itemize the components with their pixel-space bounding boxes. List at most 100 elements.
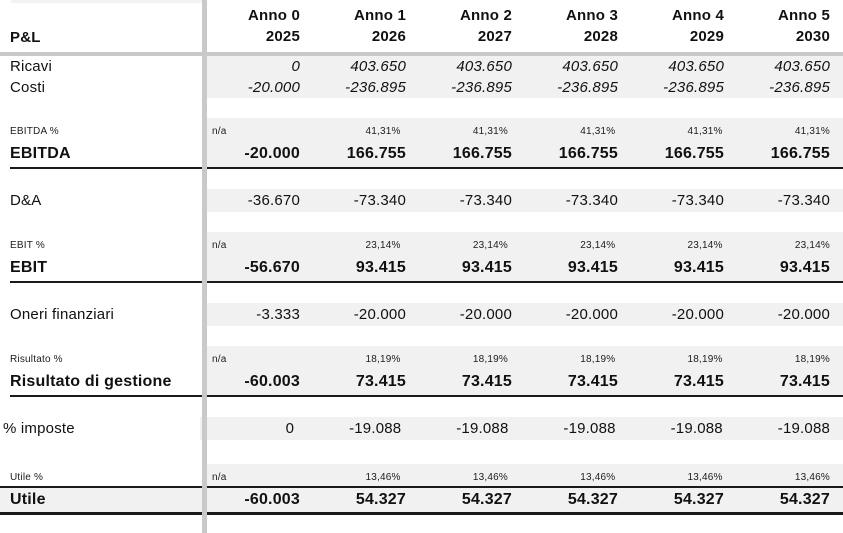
- row-label[interactable]: EBITDA: [10, 144, 71, 162]
- value-cell[interactable]: n/a: [212, 240, 227, 251]
- value-cell[interactable]: 73.415: [461, 372, 512, 390]
- value-cell[interactable]: 73.415: [673, 372, 724, 390]
- value-cell[interactable]: -236.895: [663, 79, 724, 96]
- value-cell[interactable]: 0: [291, 58, 300, 75]
- value-cell[interactable]: -19.088: [670, 420, 723, 437]
- value-cell[interactable]: 41,31%: [794, 126, 830, 137]
- row-label[interactable]: EBIT %: [10, 240, 45, 251]
- column-header-anno: Anno 4: [671, 7, 724, 24]
- row-label[interactable]: Oneri finanziari: [10, 306, 115, 323]
- value-cell[interactable]: 41,31%: [687, 126, 723, 137]
- value-cell[interactable]: -3.333: [256, 306, 300, 323]
- value-cell[interactable]: 93.415: [779, 258, 830, 276]
- value-cell[interactable]: -19.088: [456, 420, 509, 437]
- value-cell[interactable]: 13,46%: [687, 472, 723, 483]
- value-cell[interactable]: 23,14%: [580, 240, 616, 251]
- value-cell[interactable]: -73.340: [565, 192, 618, 209]
- table-row: EBIT % n/a 23,14% 23,14% 23,14% 23,14% 23,14%: [0, 232, 843, 254]
- value-cell[interactable]: 166.755: [770, 144, 830, 162]
- value-cell[interactable]: -20.000: [459, 306, 512, 323]
- value-cell[interactable]: -20.000: [247, 79, 300, 96]
- value-cell[interactable]: -73.340: [777, 192, 830, 209]
- value-cell[interactable]: 73.415: [355, 372, 406, 390]
- value-cell[interactable]: 18,19%: [472, 354, 508, 365]
- row-label[interactable]: EBIT: [10, 258, 48, 276]
- row-label[interactable]: Risultato di gestione: [10, 372, 172, 390]
- value-cell[interactable]: 166.755: [346, 144, 406, 162]
- corner-label[interactable]: P&L: [10, 29, 41, 46]
- row-label[interactable]: Ricavi: [10, 58, 53, 75]
- value-cell[interactable]: -73.340: [353, 192, 406, 209]
- value-cell[interactable]: 54.327: [567, 491, 618, 508]
- value-cell[interactable]: 93.415: [355, 258, 406, 276]
- value-cell[interactable]: 93.415: [461, 258, 512, 276]
- value-cell[interactable]: 13,46%: [365, 472, 401, 483]
- value-cell[interactable]: 73.415: [779, 372, 830, 390]
- value-cell[interactable]: 54.327: [673, 491, 724, 508]
- row-label[interactable]: Utile: [10, 491, 46, 508]
- value-cell[interactable]: -236.895: [345, 79, 406, 96]
- column-header[interactable]: Anno 3 2028: [525, 0, 631, 52]
- value-cell[interactable]: 23,14%: [365, 240, 401, 251]
- column-header[interactable]: Anno 0 2025: [207, 0, 313, 52]
- value-cell[interactable]: 403.650: [456, 58, 512, 75]
- value-cell[interactable]: 13,46%: [580, 472, 616, 483]
- value-cell[interactable]: -19.088: [349, 420, 402, 437]
- value-cell[interactable]: 166.755: [452, 144, 512, 162]
- value-cell[interactable]: 18,19%: [365, 354, 401, 365]
- column-header[interactable]: Anno 1 2026: [313, 0, 419, 52]
- row-label[interactable]: EBITDA %: [10, 126, 59, 137]
- value-cell[interactable]: 18,19%: [794, 354, 830, 365]
- value-cell[interactable]: -236.895: [557, 79, 618, 96]
- value-cell[interactable]: -20.000: [244, 144, 300, 162]
- value-cell[interactable]: n/a: [212, 354, 227, 365]
- value-cell[interactable]: 23,14%: [687, 240, 723, 251]
- row-label[interactable]: % imposte: [3, 420, 75, 437]
- value-cell[interactable]: -236.895: [451, 79, 512, 96]
- value-cell[interactable]: -36.670: [247, 192, 300, 209]
- value-cell[interactable]: 403.650: [668, 58, 724, 75]
- row-label[interactable]: Costi: [10, 79, 46, 96]
- value-cell[interactable]: -73.340: [671, 192, 724, 209]
- value-cell[interactable]: 54.327: [461, 491, 512, 508]
- value-cell[interactable]: -73.340: [459, 192, 512, 209]
- value-cell[interactable]: 13,46%: [472, 472, 508, 483]
- value-cell[interactable]: 403.650: [350, 58, 406, 75]
- row-label[interactable]: D&A: [10, 192, 42, 209]
- value-cell[interactable]: 54.327: [779, 491, 830, 508]
- value-cell[interactable]: 93.415: [567, 258, 618, 276]
- value-cell[interactable]: -60.003: [244, 491, 300, 508]
- value-cell[interactable]: -19.088: [563, 420, 616, 437]
- value-cell[interactable]: 41,31%: [472, 126, 508, 137]
- value-cell[interactable]: 18,19%: [687, 354, 723, 365]
- value-cell[interactable]: 54.327: [355, 491, 406, 508]
- value-cell[interactable]: -20.000: [353, 306, 406, 323]
- value-cell[interactable]: -20.000: [565, 306, 618, 323]
- value-cell[interactable]: 23,14%: [794, 240, 830, 251]
- value-cell[interactable]: -19.088: [777, 420, 831, 437]
- value-cell[interactable]: 403.650: [562, 58, 618, 75]
- row-label[interactable]: Risultato %: [10, 354, 63, 365]
- value-cell[interactable]: 403.650: [774, 58, 830, 75]
- value-cell[interactable]: 41,31%: [580, 126, 616, 137]
- value-cell[interactable]: 18,19%: [580, 354, 616, 365]
- column-header[interactable]: Anno 5 2030: [737, 0, 843, 52]
- value-cell[interactable]: 166.755: [664, 144, 724, 162]
- value-cell[interactable]: 73.415: [567, 372, 618, 390]
- value-cell[interactable]: -236.895: [769, 79, 830, 96]
- column-header[interactable]: Anno 2 2027: [419, 0, 525, 52]
- value-cell[interactable]: 0: [285, 420, 295, 437]
- value-cell[interactable]: 23,14%: [472, 240, 508, 251]
- value-cell[interactable]: -60.003: [244, 372, 300, 390]
- value-cell[interactable]: -20.000: [671, 306, 724, 323]
- value-cell[interactable]: 41,31%: [365, 126, 401, 137]
- value-cell[interactable]: n/a: [212, 472, 227, 483]
- value-cell[interactable]: 93.415: [673, 258, 724, 276]
- value-cell[interactable]: n/a: [212, 126, 227, 137]
- value-cell[interactable]: 166.755: [558, 144, 618, 162]
- value-cell[interactable]: 13,46%: [794, 472, 830, 483]
- value-cell[interactable]: -20.000: [777, 306, 830, 323]
- row-label[interactable]: Utile %: [10, 472, 44, 483]
- column-header[interactable]: Anno 4 2029: [631, 0, 737, 52]
- value-cell[interactable]: -56.670: [244, 258, 300, 276]
